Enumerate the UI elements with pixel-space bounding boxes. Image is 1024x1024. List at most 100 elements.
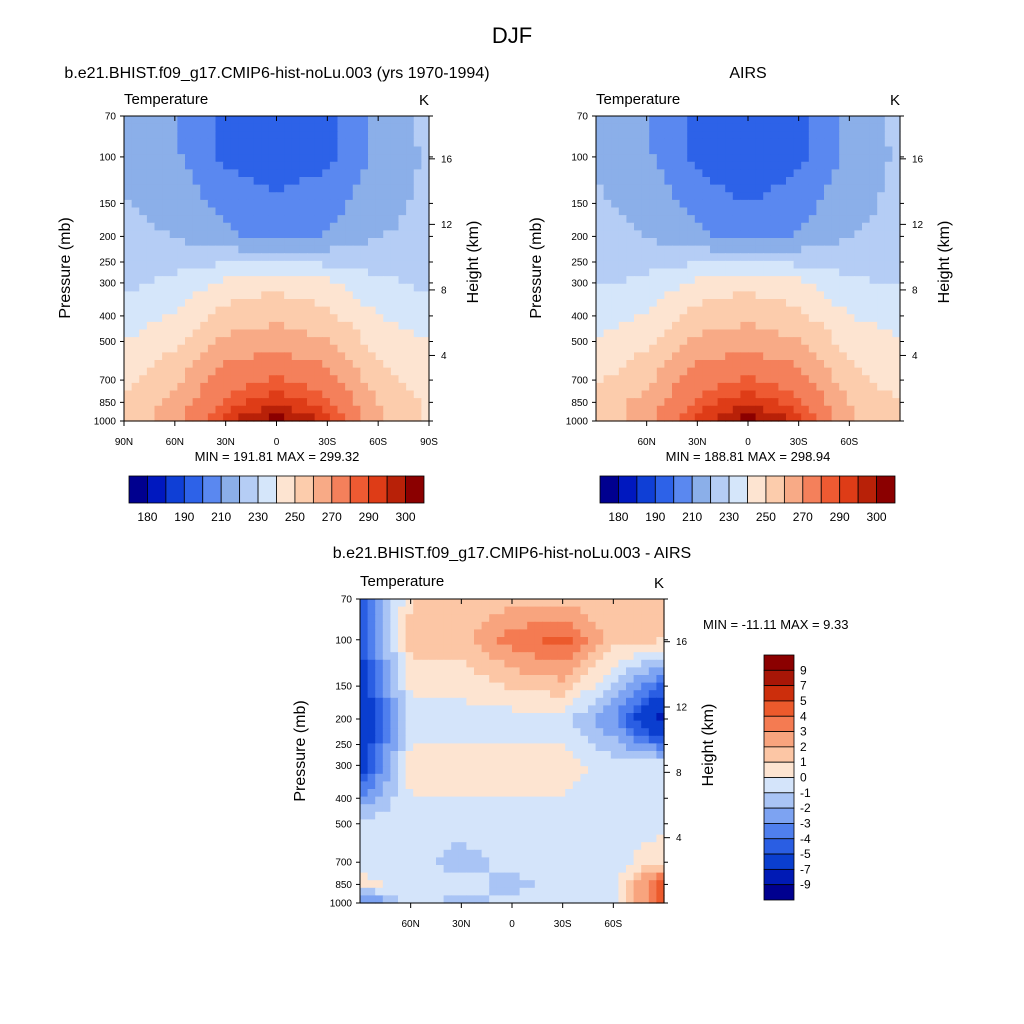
contour-cell (717, 276, 726, 285)
contour-cell (694, 337, 703, 346)
contour-cell (466, 644, 475, 653)
contour-cell (207, 230, 217, 239)
contour-cell (831, 123, 840, 132)
colorbar-box (783, 475, 804, 504)
contour-cell (633, 804, 642, 813)
contour-cell (314, 276, 323, 285)
contour-cell (420, 766, 429, 775)
contour-cell (618, 123, 627, 132)
contour-cell (702, 146, 711, 155)
contour-cell (443, 857, 452, 866)
contour-cell (542, 804, 551, 813)
contour-cell (611, 138, 620, 148)
contour-cell (634, 131, 643, 140)
contour-cell (687, 352, 696, 361)
contour-cell (694, 306, 703, 315)
contour-cell (527, 895, 536, 904)
contour-cell (854, 146, 863, 155)
contour-cell (580, 705, 589, 714)
contour-cell (603, 398, 612, 407)
contour-cell (367, 811, 376, 820)
contour-cell (618, 367, 627, 376)
contour-cell (572, 857, 581, 866)
contour-cell (177, 116, 186, 125)
contour-cell (512, 834, 521, 843)
contour-cell (884, 230, 893, 239)
contour-cell (489, 690, 498, 699)
contour-cell (474, 781, 483, 790)
contour-cell (261, 344, 270, 353)
contour-cell (534, 720, 543, 729)
contour-cell (626, 865, 635, 874)
contour-cell (648, 652, 657, 661)
contour-cell (398, 116, 407, 125)
contour-cell (648, 728, 657, 737)
contour-cell (169, 306, 178, 315)
contour-cell (725, 329, 734, 338)
contour-cell (877, 222, 886, 231)
contour-cell (763, 413, 772, 422)
contour-cell (702, 238, 711, 247)
contour-cell (595, 652, 604, 661)
contour-cell (314, 230, 323, 239)
contour-cell (299, 382, 308, 392)
contour-cell (656, 827, 665, 836)
contour-cell (816, 413, 825, 422)
contour-cell (192, 154, 201, 163)
contour-cell (322, 291, 331, 300)
contour-cell (672, 283, 681, 292)
contour-cell (177, 405, 186, 414)
contour-cell (656, 123, 665, 132)
contour-cell (611, 344, 620, 353)
contour-cell (755, 230, 764, 239)
contour-cell (588, 606, 597, 615)
contour-cell (610, 644, 619, 653)
contour-cell (291, 299, 300, 308)
contour-cell (519, 644, 528, 653)
contour-cell (603, 169, 612, 178)
contour-cell (778, 230, 787, 239)
contour-cell (253, 268, 262, 277)
contour-cell (390, 299, 400, 308)
contour-cell (413, 834, 422, 843)
contour-cell (641, 306, 650, 315)
contour-cell (634, 230, 643, 239)
contour-cell (656, 177, 665, 186)
contour-cell (436, 690, 445, 699)
contour-cell (504, 789, 513, 798)
contour-cell (154, 299, 163, 308)
contour-cell (360, 887, 369, 896)
contour-cell (839, 306, 848, 315)
panel-model-colorbar: 180 190 210 230 250 270 290 300 (128, 475, 425, 524)
contour-cell (672, 161, 681, 170)
contour-cell (877, 192, 886, 201)
contour-cell (368, 382, 377, 392)
contour-cell (687, 360, 696, 369)
contour-cell (268, 321, 278, 331)
contour-cell (375, 827, 384, 836)
contour-cell (398, 614, 407, 623)
contour-cell (527, 819, 536, 828)
contour-cell (778, 375, 787, 384)
contour-cell (421, 131, 430, 140)
contour-cell (360, 644, 369, 653)
contour-cell (610, 720, 619, 729)
contour-cell (443, 675, 452, 684)
contour-cell (154, 222, 163, 231)
contour-cell (892, 192, 901, 201)
contour-cell (146, 116, 156, 125)
contour-cell (337, 352, 346, 361)
contour-cell (215, 169, 224, 178)
contour-cell (595, 697, 604, 706)
contour-cell (413, 606, 422, 615)
contour-cell (139, 138, 148, 148)
contour-cell (466, 667, 475, 676)
contour-cell (177, 215, 186, 224)
contour-cell (246, 238, 255, 247)
contour-cell (383, 184, 392, 193)
contour-cell (869, 268, 878, 277)
contour-cell (869, 253, 878, 262)
contour-cell (884, 131, 893, 140)
contour-cell (672, 169, 681, 178)
contour-cell (375, 606, 384, 615)
